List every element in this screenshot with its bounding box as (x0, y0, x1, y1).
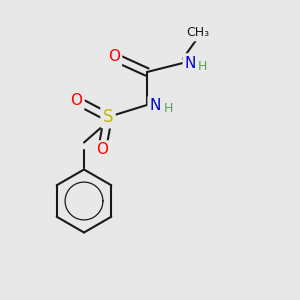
Text: H: H (163, 101, 173, 115)
Text: N: N (150, 98, 161, 112)
Text: O: O (70, 93, 83, 108)
Text: CH₃: CH₃ (186, 26, 210, 40)
Text: O: O (108, 50, 120, 64)
Text: S: S (103, 108, 113, 126)
Text: N: N (185, 56, 196, 70)
Text: O: O (96, 142, 108, 158)
Text: H: H (198, 59, 207, 73)
